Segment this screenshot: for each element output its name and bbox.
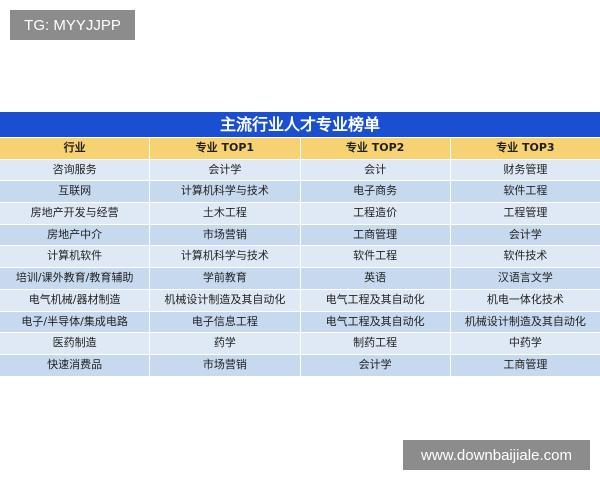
table-row: 医药制造 药学 制药工程 中药学 xyxy=(0,332,600,354)
table-row: 计算机软件 计算机科学与技术 软件工程 软件技术 xyxy=(0,245,600,268)
talent-ranking-table: 主流行业人才专业榜单 行业 专业 TOP1 专业 TOP2 专业 TOP3 咨询… xyxy=(0,112,600,376)
site-watermark: www.downbaijiale.com xyxy=(403,440,590,470)
table-cell: 计算机科学与技术 xyxy=(150,246,301,268)
table-row: 电气机械/器材制造 机械设计制造及其自动化 电气工程及其自动化 机电一体化技术 xyxy=(0,288,600,311)
header-cell: 专业 TOP2 xyxy=(301,138,451,159)
table-row: 培训/课外教育/教育辅助 学前教育 英语 汉语言文学 xyxy=(0,267,600,289)
header-cell: 专业 TOP1 xyxy=(150,138,301,159)
table-cell: 英语 xyxy=(301,268,451,289)
table-cell: 软件工程 xyxy=(301,246,451,268)
table-cell: 会计学 xyxy=(508,227,542,241)
table-row: 房地产开发与经营 土木工程 工程造价 工程管理 xyxy=(0,202,600,224)
table-cell: 工商管理 xyxy=(301,224,451,246)
table-cell: 电气机械/器材制造 xyxy=(0,289,151,311)
table-cell: 市场营销 xyxy=(150,354,301,376)
table-cell: 房地产中介 xyxy=(0,224,151,246)
table-cell: 药学 xyxy=(150,333,301,354)
table-cell: 汉语言文学 xyxy=(497,271,553,285)
table-cell: 土木工程 xyxy=(150,203,301,224)
table-cell: 机电一体化技术 xyxy=(486,292,564,306)
table-cell: 工程造价 xyxy=(301,203,451,224)
table-cell: 机械设计制造及其自动化 xyxy=(464,314,586,328)
table-title: 主流行业人才专业榜单 xyxy=(0,112,600,137)
table-cell: 电子信息工程 xyxy=(150,311,301,333)
table-header: 行业 专业 TOP1 专业 TOP2 专业 TOP3 xyxy=(0,137,600,159)
table-cell: 房地产开发与经营 xyxy=(0,203,151,224)
table-cell: 财务管理 xyxy=(503,162,548,176)
table-row: 快速消费品 市场营销 会计学 工商管理 xyxy=(0,353,600,376)
table-row: 电子/半导体/集成电路 电子信息工程 电气工程及其自动化 机械设计制造及其自动化 xyxy=(0,310,600,333)
table-cell: 会计 xyxy=(301,159,451,181)
table-cell: 快速消费品 xyxy=(0,354,151,376)
table-cell: 会计学 xyxy=(150,159,301,181)
table-cell: 软件技术 xyxy=(503,249,548,263)
table-row: 房地产中介 市场营销 工商管理 会计学 xyxy=(0,223,600,246)
table-cell: 互联网 xyxy=(0,181,151,203)
table-cell: 学前教育 xyxy=(150,268,301,289)
table-cell: 培训/课外教育/教育辅助 xyxy=(0,268,151,289)
table-cell: 工商管理 xyxy=(503,357,548,371)
table-cell: 市场营销 xyxy=(150,224,301,246)
table-cell: 工程管理 xyxy=(503,206,548,220)
table-cell: 电子商务 xyxy=(301,181,451,203)
table-cell: 制药工程 xyxy=(301,333,451,354)
table-row: 咨询服务 会计学 会计 财务管理 xyxy=(0,158,600,181)
table-row: 互联网 计算机科学与技术 电子商务 软件工程 xyxy=(0,180,600,203)
table-cell: 计算机科学与技术 xyxy=(150,181,301,203)
table-cell: 机械设计制造及其自动化 xyxy=(150,289,301,311)
table-cell: 电子/半导体/集成电路 xyxy=(0,311,151,333)
header-cell: 行业 xyxy=(0,138,151,159)
table-cell: 计算机软件 xyxy=(0,246,151,268)
table-cell: 电气工程及其自动化 xyxy=(301,311,451,333)
table-cell: 咨询服务 xyxy=(0,159,151,181)
table-cell: 电气工程及其自动化 xyxy=(301,289,451,311)
table-cell: 软件工程 xyxy=(503,184,548,198)
table-cell: 会计学 xyxy=(301,354,451,376)
tg-watermark: TG: MYYJJPP xyxy=(10,10,135,40)
table-cell: 中药学 xyxy=(508,336,542,350)
table-cell: 医药制造 xyxy=(0,333,151,354)
header-cell: 专业 TOP3 xyxy=(496,141,555,154)
